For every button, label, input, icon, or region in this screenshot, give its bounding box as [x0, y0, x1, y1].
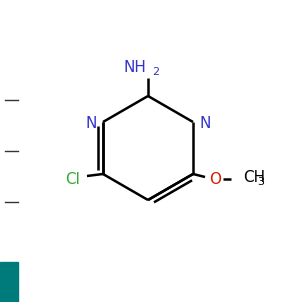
- Text: NH: NH: [123, 60, 146, 76]
- Text: 3: 3: [258, 177, 264, 187]
- Text: CH: CH: [243, 169, 265, 185]
- Text: O: O: [209, 172, 221, 187]
- Text: N: N: [85, 115, 97, 130]
- Bar: [0, 262, 18, 302]
- Text: 2: 2: [152, 67, 159, 77]
- Text: Cl: Cl: [65, 172, 80, 187]
- Text: N: N: [199, 115, 211, 130]
